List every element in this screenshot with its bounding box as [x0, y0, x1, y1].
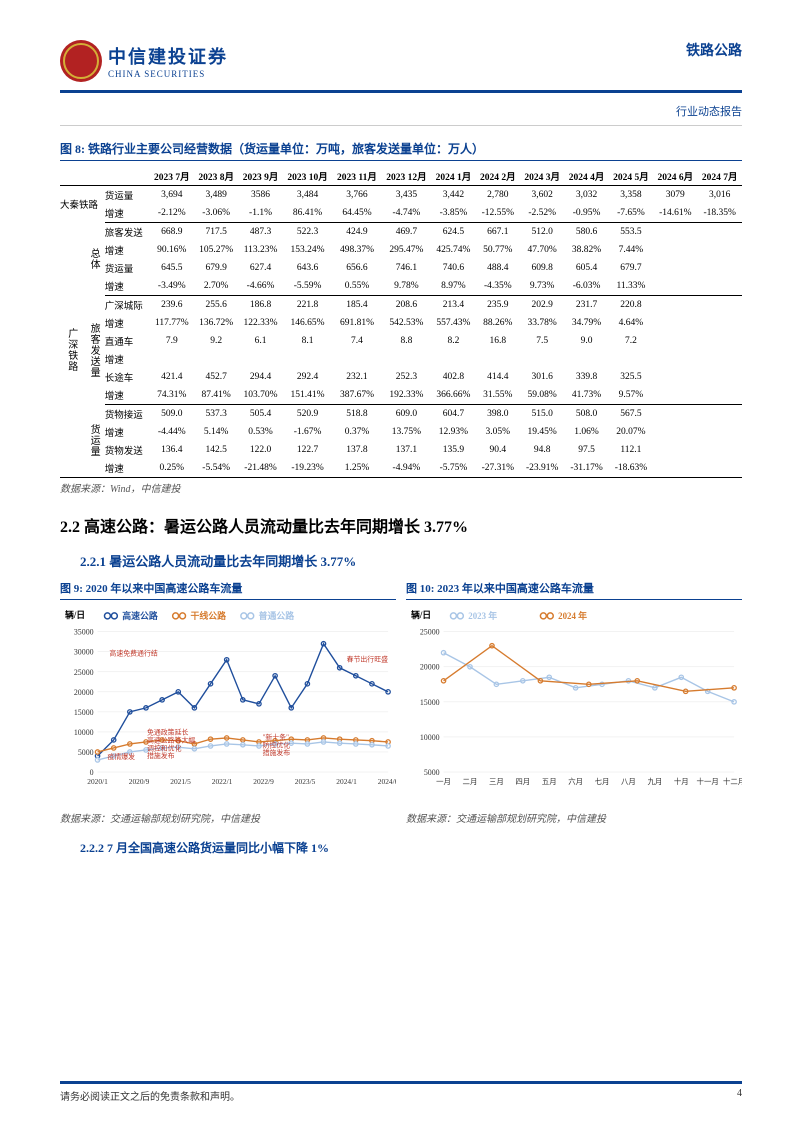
svg-text:措施发布: 措施发布 [263, 748, 291, 757]
svg-text:15000: 15000 [420, 698, 440, 707]
chart9-title: 图 9: 2020 年以来中国高速公路车流量 [60, 580, 396, 600]
page-header: 中信建投证券 CHINA SECURITIES 铁路公路 [60, 40, 742, 93]
svg-text:2024/1: 2024/1 [336, 777, 357, 786]
svg-text:十月: 十月 [674, 776, 689, 786]
chart10-source: 数据来源：交通运输部规划研究院，中信建投 [406, 810, 742, 825]
svg-text:2022/1: 2022/1 [212, 777, 233, 786]
svg-text:30000: 30000 [74, 648, 94, 657]
svg-text:"新十条": "新十条" [263, 732, 290, 741]
section-2-2-2-heading: 2.2.2 7 月全国高速公路货运量同比小幅下降 1% [80, 839, 742, 856]
svg-text:20000: 20000 [74, 688, 94, 697]
svg-text:二月: 二月 [463, 777, 478, 786]
svg-text:七月: 七月 [595, 777, 610, 786]
svg-text:5000: 5000 [424, 768, 440, 777]
section-2-2-heading: 2.2 高速公路：暑运公路人员流动量比去年同期增长 3.77% [60, 513, 742, 537]
logo-badge-icon [60, 40, 102, 82]
svg-text:10000: 10000 [420, 733, 440, 742]
svg-text:2024 年: 2024 年 [558, 610, 587, 621]
svg-text:春节出行旺盛: 春节出行旺盛 [347, 654, 389, 663]
chart10-svg: 5000 10000 15000 20000 25000 辆/日 2023 年 2024 年一… [406, 606, 742, 804]
svg-text:辆/日: 辆/日 [411, 609, 431, 620]
table-source: 数据来源：Wind，中信建投 [60, 480, 742, 495]
svg-text:高速免费通行结: 高速免费通行结 [109, 648, 157, 657]
svg-text:25000: 25000 [420, 628, 440, 637]
svg-text:10000: 10000 [74, 728, 94, 737]
svg-text:防控优化: 防控优化 [263, 740, 291, 749]
charts-row: 图 9: 2020 年以来中国高速公路车流量 0 5000 10000 15000 20… [60, 580, 742, 804]
brand-name-en: CHINA SECURITIES [108, 69, 228, 79]
svg-text:25000: 25000 [74, 668, 94, 677]
svg-text:高速公路: 高速公路 [122, 610, 158, 621]
svg-text:35000: 35000 [74, 628, 94, 637]
header-subtitle: 行业动态报告 [60, 97, 742, 126]
svg-text:15000: 15000 [74, 708, 94, 717]
chart-9: 图 9: 2020 年以来中国高速公路车流量 0 5000 10000 15000 20… [60, 580, 396, 804]
svg-text:2020/9: 2020/9 [129, 777, 150, 786]
svg-text:十二月: 十二月 [723, 776, 742, 786]
svg-text:五月: 五月 [542, 777, 557, 786]
svg-text:十一月: 十一月 [697, 776, 719, 786]
chart9-source: 数据来源：交通运输部规划研究院，中信建投 [60, 810, 396, 825]
svg-text:三月: 三月 [489, 777, 504, 786]
svg-text:干线公路: 干线公路 [190, 610, 226, 621]
table-title: 图 8: 铁路行业主要公司经营数据（货运量单位：万吨，旅客发送量单位：万人） [60, 140, 742, 161]
section-2-2-1-heading: 2.2.1 暑运公路人员流动量比去年同期增长 3.77% [80, 551, 742, 570]
svg-text:九月: 九月 [647, 777, 662, 786]
svg-text:辆/日: 辆/日 [65, 609, 85, 620]
svg-text:六月: 六月 [568, 776, 583, 786]
svg-text:2020/1: 2020/1 [87, 777, 108, 786]
brand-logo: 中信建投证券 CHINA SECURITIES [60, 40, 228, 82]
svg-text:四月: 四月 [515, 777, 530, 786]
svg-text:2022/9: 2022/9 [253, 777, 274, 786]
footer-disclaimer: 请务必阅读正文之后的免责条款和声明。 [60, 1088, 240, 1103]
svg-text:措施发布: 措施发布 [147, 751, 175, 760]
svg-text:疫情爆发: 疫情爆发 [107, 752, 135, 761]
svg-text:20000: 20000 [420, 663, 440, 672]
page-footer: 请务必阅读正文之后的免责条款和声明。 4 [60, 1081, 742, 1103]
svg-text:5000: 5000 [78, 748, 94, 757]
svg-text:2023 年: 2023 年 [468, 610, 497, 621]
chart10-title: 图 10: 2023 年以来中国高速公路车流量 [406, 580, 742, 600]
brand-name-cn: 中信建投证券 [108, 43, 228, 69]
table-header-row: 2023 7月2023 8月2023 9月2023 10月2023 11月202… [60, 167, 742, 186]
svg-text:免通政策延长: 免通政策延长 [147, 727, 189, 736]
svg-text:调控和优化: 调控和优化 [147, 743, 182, 752]
svg-text:八月: 八月 [621, 777, 636, 786]
svg-text:一月: 一月 [436, 777, 451, 786]
svg-text:0: 0 [90, 768, 94, 777]
svg-text:2024/6: 2024/6 [378, 777, 396, 786]
chart9-svg: 05000100001500020000250003000035000辆/日高速… [60, 606, 396, 804]
svg-text:2023/5: 2023/5 [295, 777, 316, 786]
svg-text:2021/5: 2021/5 [170, 777, 191, 786]
railway-data-table: 2023 7月2023 8月2023 9月2023 10月2023 11月202… [60, 167, 742, 478]
svg-text:普通公路: 普通公路 [259, 610, 295, 621]
header-category: 铁路公路 [686, 40, 742, 60]
svg-text:高速公路等大幅: 高速公路等大幅 [147, 735, 195, 744]
chart-10: 图 10: 2023 年以来中国高速公路车流量 5000 10000 15000 20… [406, 580, 742, 804]
page-number: 4 [737, 1088, 742, 1103]
